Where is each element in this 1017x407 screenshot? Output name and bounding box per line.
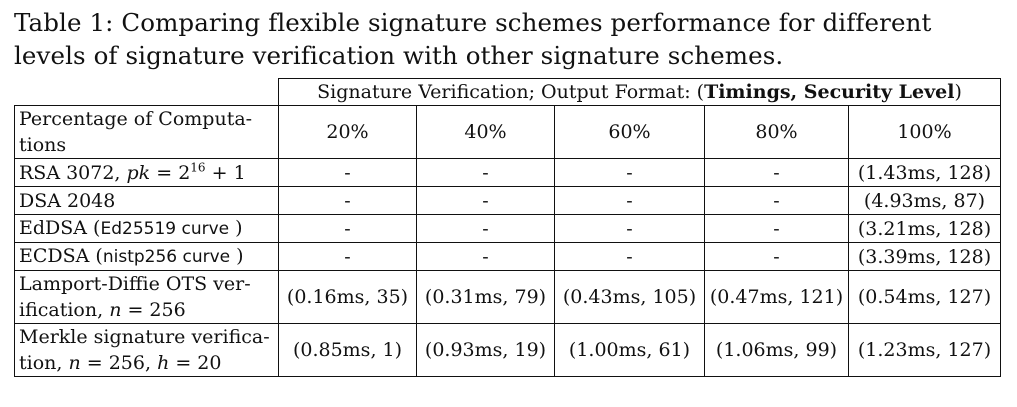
table-cell: - <box>554 158 705 187</box>
table-cell: (3.21ms, 128) <box>848 214 1001 243</box>
table-cell: (0.16ms, 35) <box>278 270 417 324</box>
table-cell: - <box>554 186 705 215</box>
row-label-dsa: DSA 2048 <box>14 186 279 215</box>
percent-header-40: 40% <box>416 105 555 159</box>
table-row-rsa: RSA 3072, pk = 216 + 1 - - - - (1.43ms, … <box>14 158 1001 187</box>
table-cell: - <box>416 242 555 271</box>
table-cell: - <box>278 158 417 187</box>
table-row-eddsa: EdDSA (Ed25519 curve ) - - - - (3.21ms, … <box>14 214 1001 243</box>
row-label-lamport: Lamport-Diffie OTS ver-ification, n = 25… <box>14 270 279 324</box>
table-cell: (3.39ms, 128) <box>848 242 1001 271</box>
table-cell: (0.43ms, 105) <box>554 270 705 324</box>
row-label-merkle: Merkle signature verifica-tion, n = 256,… <box>14 323 279 377</box>
table-cell: (1.23ms, 127) <box>848 323 1001 377</box>
row-label-ecdsa: ECDSA (nistp256 curve ) <box>14 242 279 271</box>
table-cell: - <box>554 214 705 243</box>
table-row-dsa: DSA 2048 - - - - (4.93ms, 87) <box>14 186 1001 215</box>
table-cell: (1.00ms, 61) <box>554 323 705 377</box>
table-cell: - <box>554 242 705 271</box>
table-row-lamport: Lamport-Diffie OTS ver-ification, n = 25… <box>14 270 1001 324</box>
group-header-suffix: ) <box>954 81 962 103</box>
table-cell: (4.93ms, 87) <box>848 186 1001 215</box>
caption-label: Table 1: <box>14 8 114 37</box>
percent-header-row: Percentage of Computa-tions 20% 40% 60% … <box>14 105 1001 159</box>
first-col-header: Percentage of Computa-tions <box>14 105 279 159</box>
caption-text: Comparing flexible signature schemes per… <box>14 8 932 70</box>
table-cell: (0.31ms, 79) <box>416 270 555 324</box>
table-cell: - <box>704 242 849 271</box>
percent-header-100: 100% <box>848 105 1001 159</box>
percent-header-60: 60% <box>554 105 705 159</box>
table-cell: (0.47ms, 121) <box>704 270 849 324</box>
group-header-bold: Timings, Security Level <box>704 81 955 103</box>
comparison-table: Signature Verification; Output Format: (… <box>14 78 1001 377</box>
group-header-prefix: Signature Verification; Output Format: ( <box>317 81 705 103</box>
table-cell: (0.54ms, 127) <box>848 270 1001 324</box>
table-cell: - <box>704 158 849 187</box>
table-cell: - <box>704 214 849 243</box>
table-cell: (1.06ms, 99) <box>704 323 849 377</box>
row-label-rsa: RSA 3072, pk = 216 + 1 <box>14 158 279 187</box>
percent-header-80: 80% <box>704 105 849 159</box>
table-cell: (1.43ms, 128) <box>848 158 1001 187</box>
table-cell: (0.85ms, 1) <box>278 323 417 377</box>
table-cell: - <box>278 186 417 215</box>
table-cell: - <box>416 158 555 187</box>
table-row-ecdsa: ECDSA (nistp256 curve ) - - - - (3.39ms,… <box>14 242 1001 271</box>
table-row-merkle: Merkle signature verifica-tion, n = 256,… <box>14 323 1001 377</box>
group-header-cell: Signature Verification; Output Format: (… <box>278 78 1001 106</box>
group-header-row: Signature Verification; Output Format: (… <box>14 78 1001 106</box>
table-cell: - <box>278 242 417 271</box>
table-caption: Table 1: Comparing flexible signature sc… <box>14 6 1009 72</box>
blank-corner-cell <box>14 78 279 106</box>
percent-header-20: 20% <box>278 105 417 159</box>
table-cell: - <box>416 186 555 215</box>
table-cell: - <box>704 186 849 215</box>
row-label-eddsa: EdDSA (Ed25519 curve ) <box>14 214 279 243</box>
table-cell: - <box>278 214 417 243</box>
table-cell: (0.93ms, 19) <box>416 323 555 377</box>
table-cell: - <box>416 214 555 243</box>
